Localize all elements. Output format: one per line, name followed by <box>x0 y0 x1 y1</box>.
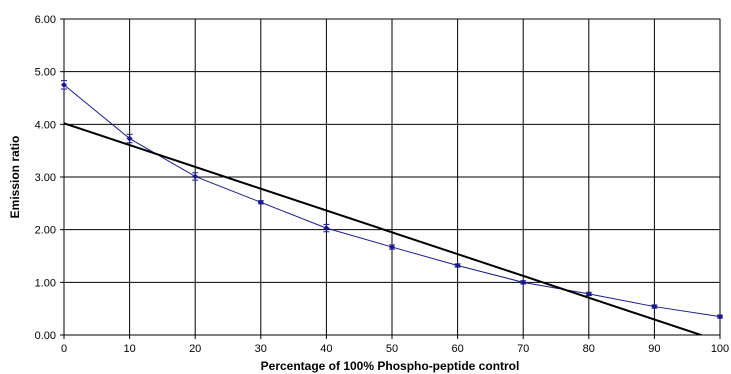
x-tick-label: 30 <box>255 343 267 355</box>
data-point <box>585 290 592 297</box>
data-point <box>192 173 199 180</box>
data-point <box>651 303 658 310</box>
x-tick-label: 100 <box>711 343 729 355</box>
data-point <box>520 279 527 286</box>
x-tick-label: 80 <box>583 343 595 355</box>
y-axis-title: Emission ratio <box>8 136 22 219</box>
x-tick-label: 20 <box>189 343 201 355</box>
y-tick-label: 2.00 <box>35 225 56 237</box>
y-tick-label: 3.00 <box>35 172 56 184</box>
gridlines <box>60 18 721 339</box>
plot-border <box>63 18 721 336</box>
data-point <box>323 225 330 232</box>
tick-labels: 0 10 20 30 40 50 60 70 80 90 100 0.00 1.00 2.00 3.00 4.… <box>35 14 730 355</box>
data-point <box>126 135 133 142</box>
data-point <box>61 81 67 88</box>
data-point <box>454 262 461 269</box>
y-tick-label: 0.00 <box>35 330 56 342</box>
x-tick-label: 40 <box>320 343 332 355</box>
x-tick-label: 70 <box>517 343 529 355</box>
y-tick-label: 4.00 <box>35 119 56 131</box>
trendline <box>64 122 705 335</box>
x-tick-label: 10 <box>123 343 135 355</box>
data-point <box>717 313 723 320</box>
plot-series <box>61 80 723 335</box>
y-tick-label: 6.00 <box>35 14 56 26</box>
x-tick-label: 60 <box>451 343 463 355</box>
x-tick-label: 0 <box>61 343 67 355</box>
x-tick-label: 50 <box>386 343 398 355</box>
y-tick-label: 1.00 <box>35 277 56 289</box>
data-point <box>257 199 264 206</box>
data-point <box>389 244 395 251</box>
x-tick-label: 90 <box>648 343 660 355</box>
y-tick-label: 5.00 <box>35 67 56 79</box>
x-axis-title: Percentage of 100% Phospho-peptide contr… <box>261 359 520 373</box>
